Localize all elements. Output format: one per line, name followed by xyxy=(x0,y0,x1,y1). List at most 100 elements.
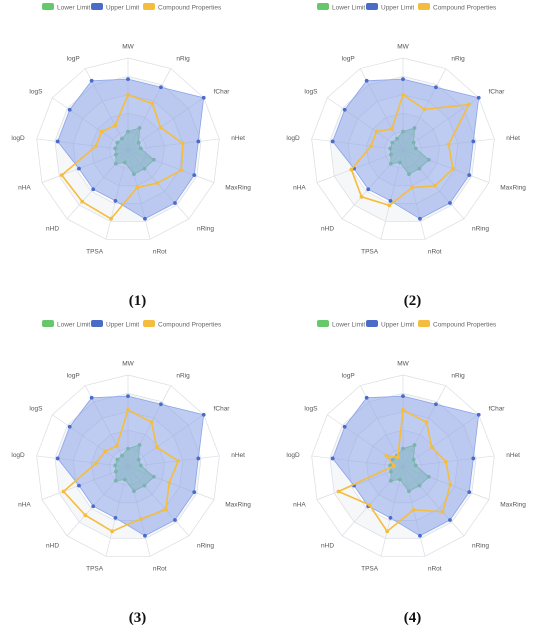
data-point[interactable] xyxy=(180,141,185,146)
data-point[interactable] xyxy=(150,101,155,106)
data-point[interactable] xyxy=(388,516,393,520)
data-point[interactable] xyxy=(192,173,197,178)
data-point[interactable] xyxy=(135,185,140,190)
data-point[interactable] xyxy=(432,183,437,188)
data-point[interactable] xyxy=(448,201,452,205)
data-point[interactable] xyxy=(418,216,422,221)
data-point[interactable] xyxy=(466,102,471,107)
legend-swatch-upper-limit[interactable] xyxy=(366,3,378,10)
data-point[interactable] xyxy=(55,456,60,461)
data-point[interactable] xyxy=(196,139,201,144)
data-point[interactable] xyxy=(109,216,113,221)
data-point[interactable] xyxy=(418,533,422,538)
data-point[interactable] xyxy=(359,194,364,199)
data-point[interactable] xyxy=(401,394,405,399)
data-point[interactable] xyxy=(476,95,481,100)
data-point[interactable] xyxy=(126,408,130,412)
data-point[interactable] xyxy=(401,77,405,82)
data-point[interactable] xyxy=(385,529,390,534)
data-point[interactable] xyxy=(201,95,206,100)
data-point[interactable] xyxy=(126,394,130,399)
data-point[interactable] xyxy=(114,443,119,448)
legend-swatch-lower-limit[interactable] xyxy=(42,3,54,10)
data-point[interactable] xyxy=(424,420,429,425)
data-point[interactable] xyxy=(143,216,147,221)
data-point[interactable] xyxy=(336,489,341,494)
data-point[interactable] xyxy=(99,129,104,134)
legend-swatch-lower-limit[interactable] xyxy=(317,320,329,327)
data-point[interactable] xyxy=(103,449,108,454)
data-point[interactable] xyxy=(155,181,160,185)
data-point[interactable] xyxy=(113,516,118,520)
data-point[interactable] xyxy=(89,395,94,400)
data-point[interactable] xyxy=(342,107,347,112)
data-point[interactable] xyxy=(167,480,172,485)
legend-swatch-compound-properties[interactable] xyxy=(418,320,430,327)
data-point[interactable] xyxy=(113,199,118,203)
data-point[interactable] xyxy=(330,456,335,461)
data-point[interactable] xyxy=(364,78,369,83)
data-point[interactable] xyxy=(67,107,72,112)
data-point[interactable] xyxy=(179,168,184,173)
data-point[interactable] xyxy=(448,483,453,487)
data-point[interactable] xyxy=(176,459,181,463)
data-point[interactable] xyxy=(467,173,472,178)
data-point[interactable] xyxy=(395,455,400,460)
data-point[interactable] xyxy=(149,420,154,425)
data-point[interactable] xyxy=(159,402,163,407)
data-point[interactable] xyxy=(77,483,81,488)
legend-swatch-lower-limit[interactable] xyxy=(42,320,54,327)
data-point[interactable] xyxy=(61,489,66,494)
data-point[interactable] xyxy=(143,533,147,538)
data-point[interactable] xyxy=(201,412,206,417)
data-point[interactable] xyxy=(434,402,438,407)
data-point[interactable] xyxy=(94,461,98,466)
data-point[interactable] xyxy=(89,78,94,83)
data-point[interactable] xyxy=(173,201,177,205)
data-point[interactable] xyxy=(192,490,197,495)
data-point[interactable] xyxy=(154,445,159,450)
legend-swatch-upper-limit[interactable] xyxy=(366,320,378,327)
data-point[interactable] xyxy=(364,395,369,400)
data-point[interactable] xyxy=(342,424,347,429)
data-point[interactable] xyxy=(80,199,85,204)
data-point[interactable] xyxy=(476,412,481,417)
data-point[interactable] xyxy=(401,408,405,412)
data-point[interactable] xyxy=(429,445,434,450)
data-point[interactable] xyxy=(126,92,130,97)
legend-swatch-upper-limit[interactable] xyxy=(91,320,103,327)
data-point[interactable] xyxy=(83,513,88,518)
data-point[interactable] xyxy=(163,507,168,512)
legend-swatch-lower-limit[interactable] xyxy=(317,3,329,10)
data-point[interactable] xyxy=(91,187,96,192)
legend-swatch-compound-properties[interactable] xyxy=(418,3,430,10)
data-point[interactable] xyxy=(196,456,201,461)
data-point[interactable] xyxy=(77,166,81,171)
data-point[interactable] xyxy=(59,173,64,178)
data-point[interactable] xyxy=(434,85,438,90)
data-point[interactable] xyxy=(410,185,415,190)
data-point[interactable] xyxy=(448,518,452,522)
data-point[interactable] xyxy=(67,424,72,429)
data-point[interactable] xyxy=(389,126,394,131)
data-point[interactable] xyxy=(367,502,372,507)
data-point[interactable] xyxy=(138,516,143,521)
data-point[interactable] xyxy=(440,509,445,514)
data-point[interactable] xyxy=(471,139,476,144)
data-point[interactable] xyxy=(110,529,115,534)
data-point[interactable] xyxy=(446,142,451,147)
data-point[interactable] xyxy=(471,456,476,461)
data-point[interactable] xyxy=(374,129,379,134)
data-point[interactable] xyxy=(388,199,393,203)
data-point[interactable] xyxy=(422,107,427,112)
data-point[interactable] xyxy=(159,85,163,90)
data-point[interactable] xyxy=(369,144,373,149)
data-point[interactable] xyxy=(158,125,163,130)
legend-swatch-compound-properties[interactable] xyxy=(143,3,155,10)
legend-swatch-compound-properties[interactable] xyxy=(143,320,155,327)
legend-swatch-upper-limit[interactable] xyxy=(91,3,103,10)
data-point[interactable] xyxy=(94,144,98,149)
data-point[interactable] xyxy=(444,459,448,464)
data-point[interactable] xyxy=(91,504,96,509)
data-point[interactable] xyxy=(467,490,472,495)
